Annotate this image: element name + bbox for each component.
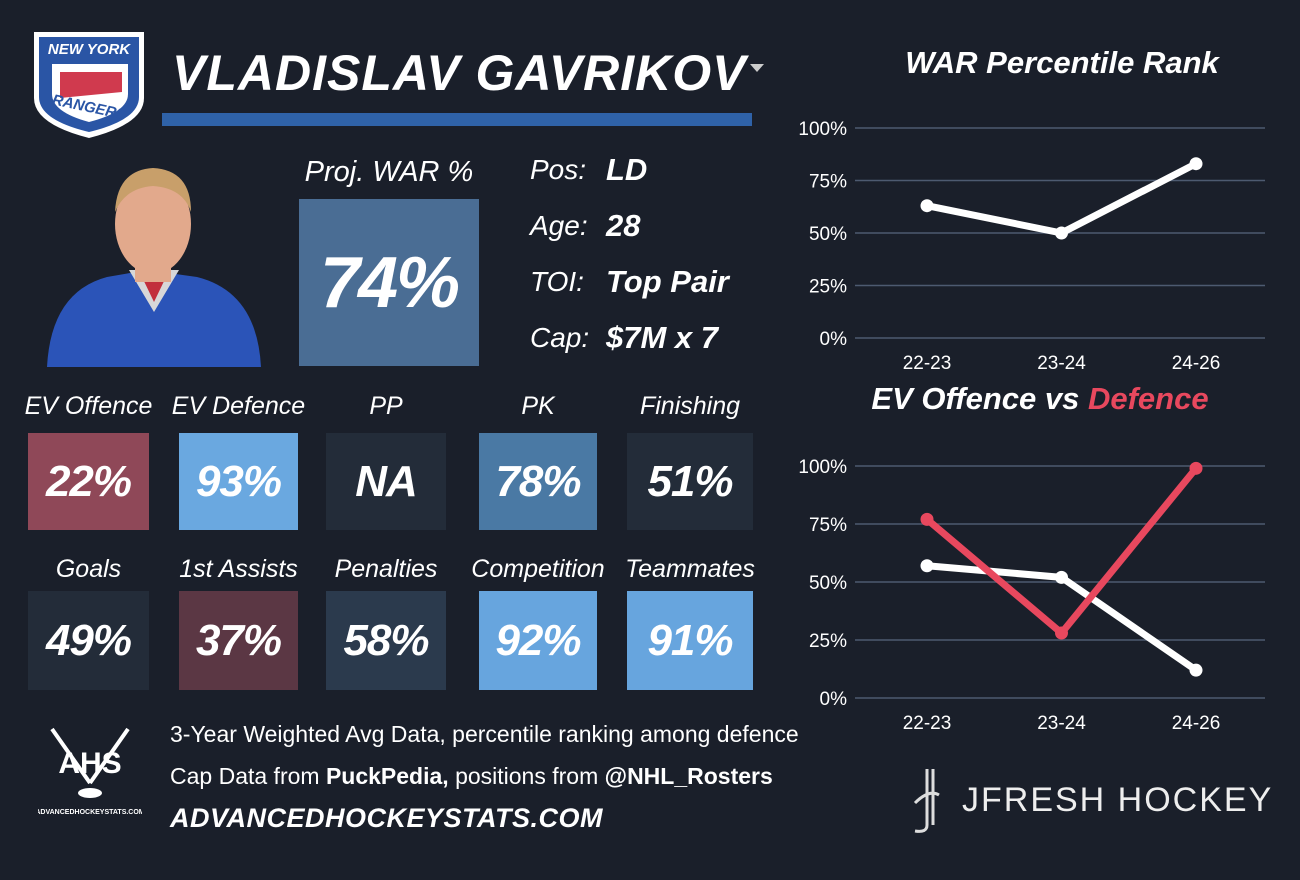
tile-label: PK xyxy=(521,392,555,420)
point xyxy=(920,559,934,573)
y-tick-label: 50% xyxy=(809,573,847,594)
ahs-logo-text: AHS xyxy=(58,747,121,780)
tile-label: Competition xyxy=(471,555,605,583)
brand: JFRESH HOCKEY xyxy=(962,781,1274,819)
y-tick-label: 25% xyxy=(809,631,847,652)
y-tick-label: 25% xyxy=(809,277,847,298)
tile-label: Penalties xyxy=(334,555,438,583)
tile: 93% xyxy=(179,433,298,530)
y-tick-label: 100% xyxy=(798,119,847,140)
tile-label: PP xyxy=(369,392,403,420)
tile: 91% xyxy=(627,591,753,690)
x-tick-label: 23-24 xyxy=(1037,713,1086,734)
y-tick-label: 100% xyxy=(798,457,847,478)
chart-title-text: WAR Percentile Rank xyxy=(905,45,1220,80)
tile-label: 1st Assists xyxy=(179,555,298,583)
footer-note-part: PuckPedia, xyxy=(325,763,449,789)
x-tick-label: 23-24 xyxy=(1037,353,1086,374)
y-tick-label: 0% xyxy=(820,329,848,350)
x-tick-label: 22-23 xyxy=(903,713,952,734)
bio-label: Cap: xyxy=(530,322,590,353)
bio-value: 28 xyxy=(606,208,641,243)
chart-title: EV Offence vs Defence xyxy=(871,381,1208,416)
point xyxy=(1055,226,1068,240)
x-tick-label: 22-23 xyxy=(903,353,952,374)
point xyxy=(920,512,934,526)
point xyxy=(920,199,934,213)
tile: 92% xyxy=(479,591,597,690)
bio-label: Age: xyxy=(530,210,588,241)
team-logo: NEW YORK RANGERS xyxy=(34,32,144,138)
chart-title-highlight: Defence xyxy=(1088,381,1209,416)
tile: 51% xyxy=(627,433,753,530)
y-tick-label: 75% xyxy=(809,515,847,536)
line xyxy=(924,466,1199,637)
footer-note-part: Cap Data from xyxy=(170,763,326,789)
y-tick-label: 50% xyxy=(809,224,847,245)
tile: 58% xyxy=(326,591,446,690)
point xyxy=(1189,663,1203,677)
ahs-logo-caption: ADVANCEDHOCKEYSTATS.COM xyxy=(38,809,142,816)
point xyxy=(1189,157,1203,171)
tile-label: Finishing xyxy=(639,392,741,420)
player-name: VLADISLAV GAVRIKOV xyxy=(172,45,747,101)
tile: NA xyxy=(326,433,446,530)
bio-label: Pos: xyxy=(530,154,587,185)
point xyxy=(1189,461,1203,475)
chart-title: WAR Percentile Rank xyxy=(905,45,1220,80)
footer-note-part: positions from xyxy=(448,763,605,789)
point xyxy=(1055,626,1068,640)
footer-note: Cap Data from PuckPedia, positions from … xyxy=(170,763,773,790)
x-tick-label: 24-26 xyxy=(1172,713,1221,734)
bio-value: LD xyxy=(606,152,648,187)
tile: 49% xyxy=(28,591,149,690)
website: ADVANCEDHOCKEYSTATS.COM xyxy=(170,803,604,833)
projection-value: 74% xyxy=(299,199,479,366)
point xyxy=(1055,570,1068,584)
tile: 37% xyxy=(179,591,298,690)
tile: 22% xyxy=(28,433,149,530)
y-tick-label: 75% xyxy=(809,172,847,193)
x-tick-label: 24-26 xyxy=(1172,353,1221,374)
ahs-logo: AHS ADVANCEDHOCKEYSTATS.COM xyxy=(38,727,142,816)
line xyxy=(926,160,1198,237)
tile-label: EV Offence xyxy=(24,392,153,420)
bio-value: $7M x 7 xyxy=(606,320,719,355)
tile: 78% xyxy=(479,433,597,530)
tile-label: Teammates xyxy=(625,555,755,583)
logo-text: NEW YORK xyxy=(48,41,131,58)
bio-value: Top Pair xyxy=(606,264,729,299)
chart-title-text: EV Offence vs xyxy=(871,381,1079,416)
footer-note-part: @NHL_Rosters xyxy=(604,763,773,789)
footer-note: 3-Year Weighted Avg Data, percentile ran… xyxy=(170,721,799,747)
name-underline xyxy=(162,113,752,126)
brand-logo xyxy=(913,769,940,833)
tile-label: EV Defence xyxy=(171,392,306,420)
y-tick-label: 0% xyxy=(820,689,848,710)
dropdown-caret[interactable] xyxy=(750,64,766,74)
tile-label: Goals xyxy=(55,555,122,583)
projection-label: Proj. WAR % xyxy=(304,156,474,188)
player-photo xyxy=(47,168,261,367)
bio-label: TOI: xyxy=(530,266,584,297)
